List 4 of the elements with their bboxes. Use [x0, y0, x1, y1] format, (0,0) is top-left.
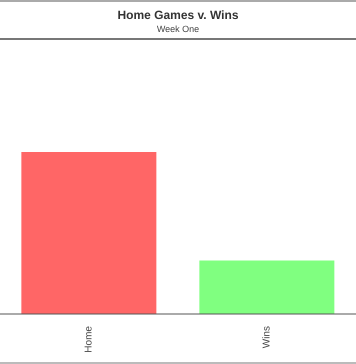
chart-subtitle: Week One	[156, 24, 200, 34]
chart-title: Home Games v. Wins	[116, 8, 240, 22]
x-tick-label: Wins	[262, 326, 272, 348]
x-tick-label: Home	[84, 326, 94, 353]
